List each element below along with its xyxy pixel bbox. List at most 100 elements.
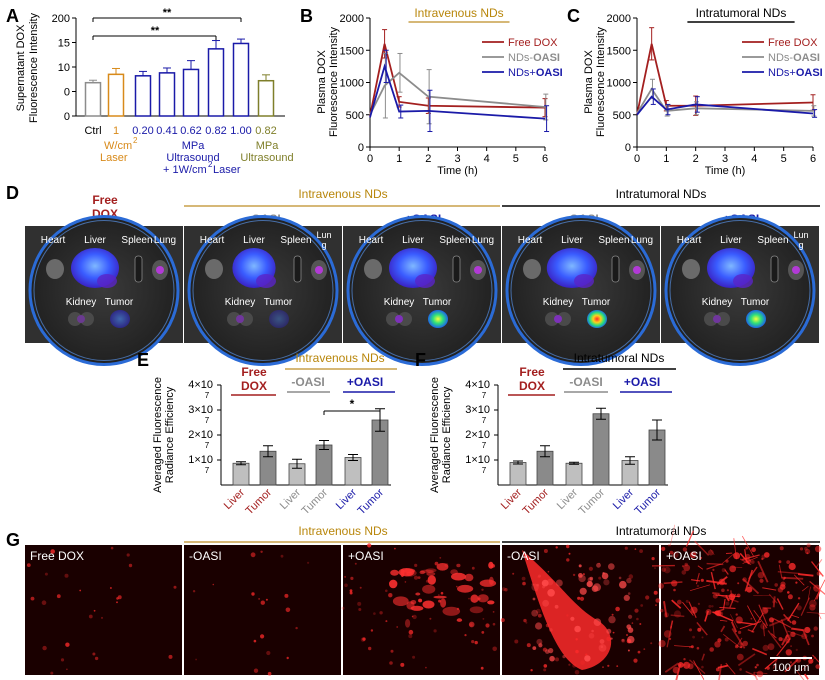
fluorescence-cluster [623, 594, 630, 602]
fluorescence-fiber [768, 593, 778, 604]
y-tick-label: 4×10 [465, 379, 490, 391]
fluorescence-speck [212, 583, 215, 586]
y-tick-label: 500 [346, 110, 364, 122]
fluorescence-speck [640, 604, 644, 607]
fluorescence-cluster [627, 627, 634, 633]
fluorescence-speck [795, 648, 798, 652]
fluorescence-speck [815, 664, 820, 669]
fluorescence-speck [522, 581, 526, 586]
fluorescence-speck [474, 640, 478, 645]
fluorescence-speck [814, 545, 822, 553]
fluorescence-speck [116, 601, 118, 604]
header-plus: +OASI [347, 375, 383, 389]
fluorescence-speck [611, 613, 614, 616]
fluorescence-fiber [701, 653, 706, 661]
fluorescence-speck [417, 576, 421, 579]
micrograph-label: Free DOX [30, 549, 84, 563]
fluorescence-speck [280, 554, 284, 558]
fluorescence-speck [772, 600, 776, 604]
fluorescence-fiber [670, 614, 685, 618]
fluorescence-fiber [664, 662, 679, 673]
fluorescence-speck [359, 586, 362, 589]
y-tick-exponent: 7 [482, 391, 487, 400]
fluorescence-speck [109, 587, 112, 589]
dish [505, 215, 657, 366]
kidney-organ [557, 312, 571, 326]
fluorescence-speck [785, 649, 792, 656]
fluorescence-cluster [451, 572, 466, 581]
fluorescence-speck [492, 646, 498, 652]
dish-rim [510, 220, 652, 361]
series-line [369, 63, 546, 120]
fluorescence-speck [440, 591, 444, 595]
panel-letter-c: C [567, 6, 580, 26]
fluorescence-fiber [777, 571, 800, 575]
fluorescence-speck [791, 620, 797, 625]
heart-organ [205, 259, 223, 279]
y-tick-label: 1000 [340, 78, 364, 90]
fluorescence-speck [655, 604, 657, 606]
fluorescence-cluster [587, 577, 593, 583]
y-tick-label: 500 [613, 110, 631, 122]
fluorescence-speck [110, 546, 114, 550]
fluorescence-speck [367, 543, 372, 548]
fluorescence-speck [735, 613, 738, 616]
fluorescence-fiber [745, 670, 757, 677]
header-free-l2: DOX [241, 379, 267, 393]
fluorescence-cluster [541, 579, 549, 587]
fluorescence-speck [721, 588, 725, 593]
fluorescence-speck [385, 620, 388, 623]
fluorescence-fiber [669, 620, 674, 629]
fluorescence-fiber [717, 664, 729, 669]
fluorescence-speck [480, 666, 484, 670]
fluorescence-fiber [776, 598, 784, 610]
fluorescence-speck [168, 654, 173, 659]
fluorescence-cluster [628, 614, 633, 619]
fluorescence-cluster [487, 600, 495, 605]
header-free-l1: Free [241, 365, 267, 379]
tumor-organ [269, 310, 289, 328]
group-blue-l1: MPa [182, 140, 206, 152]
legend-entry-part: NDs+ [508, 67, 536, 79]
fluorescence-speck [729, 565, 737, 573]
panel-letter-d: D [6, 183, 19, 203]
bar [84, 81, 102, 117]
panel-letter-g: G [6, 530, 20, 550]
organ-label-lung-part2: g [798, 240, 803, 250]
fluorescence-speck [41, 600, 47, 605]
fluorescence-cluster [410, 600, 417, 605]
fluorescence-cluster [578, 573, 583, 578]
fluorescence-fiber [791, 614, 800, 618]
fluorescence-speck [797, 597, 801, 600]
kidney-organ [716, 312, 730, 326]
x-tick-label: 0.20 [132, 125, 153, 137]
legend-entry-part: Free DOX [508, 37, 558, 49]
organ-label-kidney: Kidney [543, 297, 574, 308]
fluorescence-fiber [810, 561, 824, 577]
fluorescence-fiber [787, 630, 804, 638]
fluorescence-speck [804, 546, 808, 551]
group-blue-l2: Ultrasound [166, 152, 219, 164]
y-axis-label-2: Fluorescence Intensity [595, 26, 607, 137]
fluorescence-cluster [531, 583, 539, 591]
fluorescence-fiber [712, 591, 720, 595]
fluorescence-cluster [531, 583, 534, 586]
fluorescence-speck [737, 582, 740, 585]
fluorescence-cluster [489, 576, 494, 586]
group-blue-l3b: Laser [213, 164, 241, 176]
fluorescence-cluster [549, 655, 555, 662]
fluorescence-fiber [772, 596, 776, 608]
fluorescence-speck [628, 574, 634, 579]
fluorescence-speck [471, 640, 475, 644]
fluorescence-fiber [781, 634, 789, 646]
fluorescence-fiber [742, 578, 760, 595]
fluorescence-speck [468, 597, 470, 600]
fluorescence-cluster [464, 573, 474, 582]
lung-signal [156, 266, 164, 274]
fluorescence-fiber [791, 627, 804, 632]
fluorescence-speck [260, 600, 265, 605]
fluorescence-speck [813, 626, 818, 631]
fluorescence-speck [65, 642, 70, 647]
fluorescence-speck [778, 637, 783, 642]
fluorescence-speck [500, 618, 505, 623]
